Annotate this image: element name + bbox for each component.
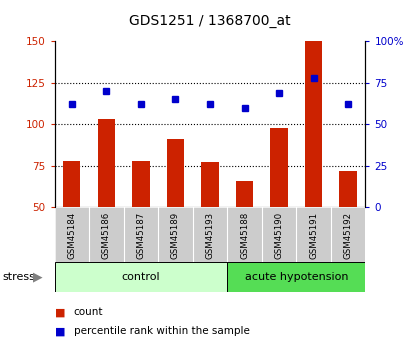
Text: GSM45189: GSM45189 [171,211,180,258]
Bar [55,262,227,292]
Bar [236,180,253,207]
Text: GSM45184: GSM45184 [67,211,76,259]
Text: GSM45186: GSM45186 [102,211,111,259]
Bar [201,162,219,207]
Text: ■: ■ [55,307,65,317]
Text: GSM45187: GSM45187 [136,211,145,259]
Text: GSM45192: GSM45192 [344,211,353,258]
Text: GSM45188: GSM45188 [240,211,249,259]
Bar [167,139,184,207]
Text: stress: stress [2,272,35,282]
Text: acute hypotension: acute hypotension [244,272,348,282]
Bar [63,161,81,207]
Bar [270,128,288,207]
Text: GSM45190: GSM45190 [275,211,284,258]
Bar [132,161,150,207]
Text: GDS1251 / 1368700_at: GDS1251 / 1368700_at [129,14,291,28]
Text: ■: ■ [55,326,65,336]
Text: GSM45193: GSM45193 [205,211,215,258]
Bar [227,262,365,292]
Text: count: count [74,307,103,317]
Text: GSM45191: GSM45191 [309,211,318,258]
Bar [305,41,322,207]
Text: ▶: ▶ [33,270,42,283]
Bar [339,170,357,207]
Text: percentile rank within the sample: percentile rank within the sample [74,326,249,336]
Text: control: control [122,272,160,282]
Bar [98,119,115,207]
